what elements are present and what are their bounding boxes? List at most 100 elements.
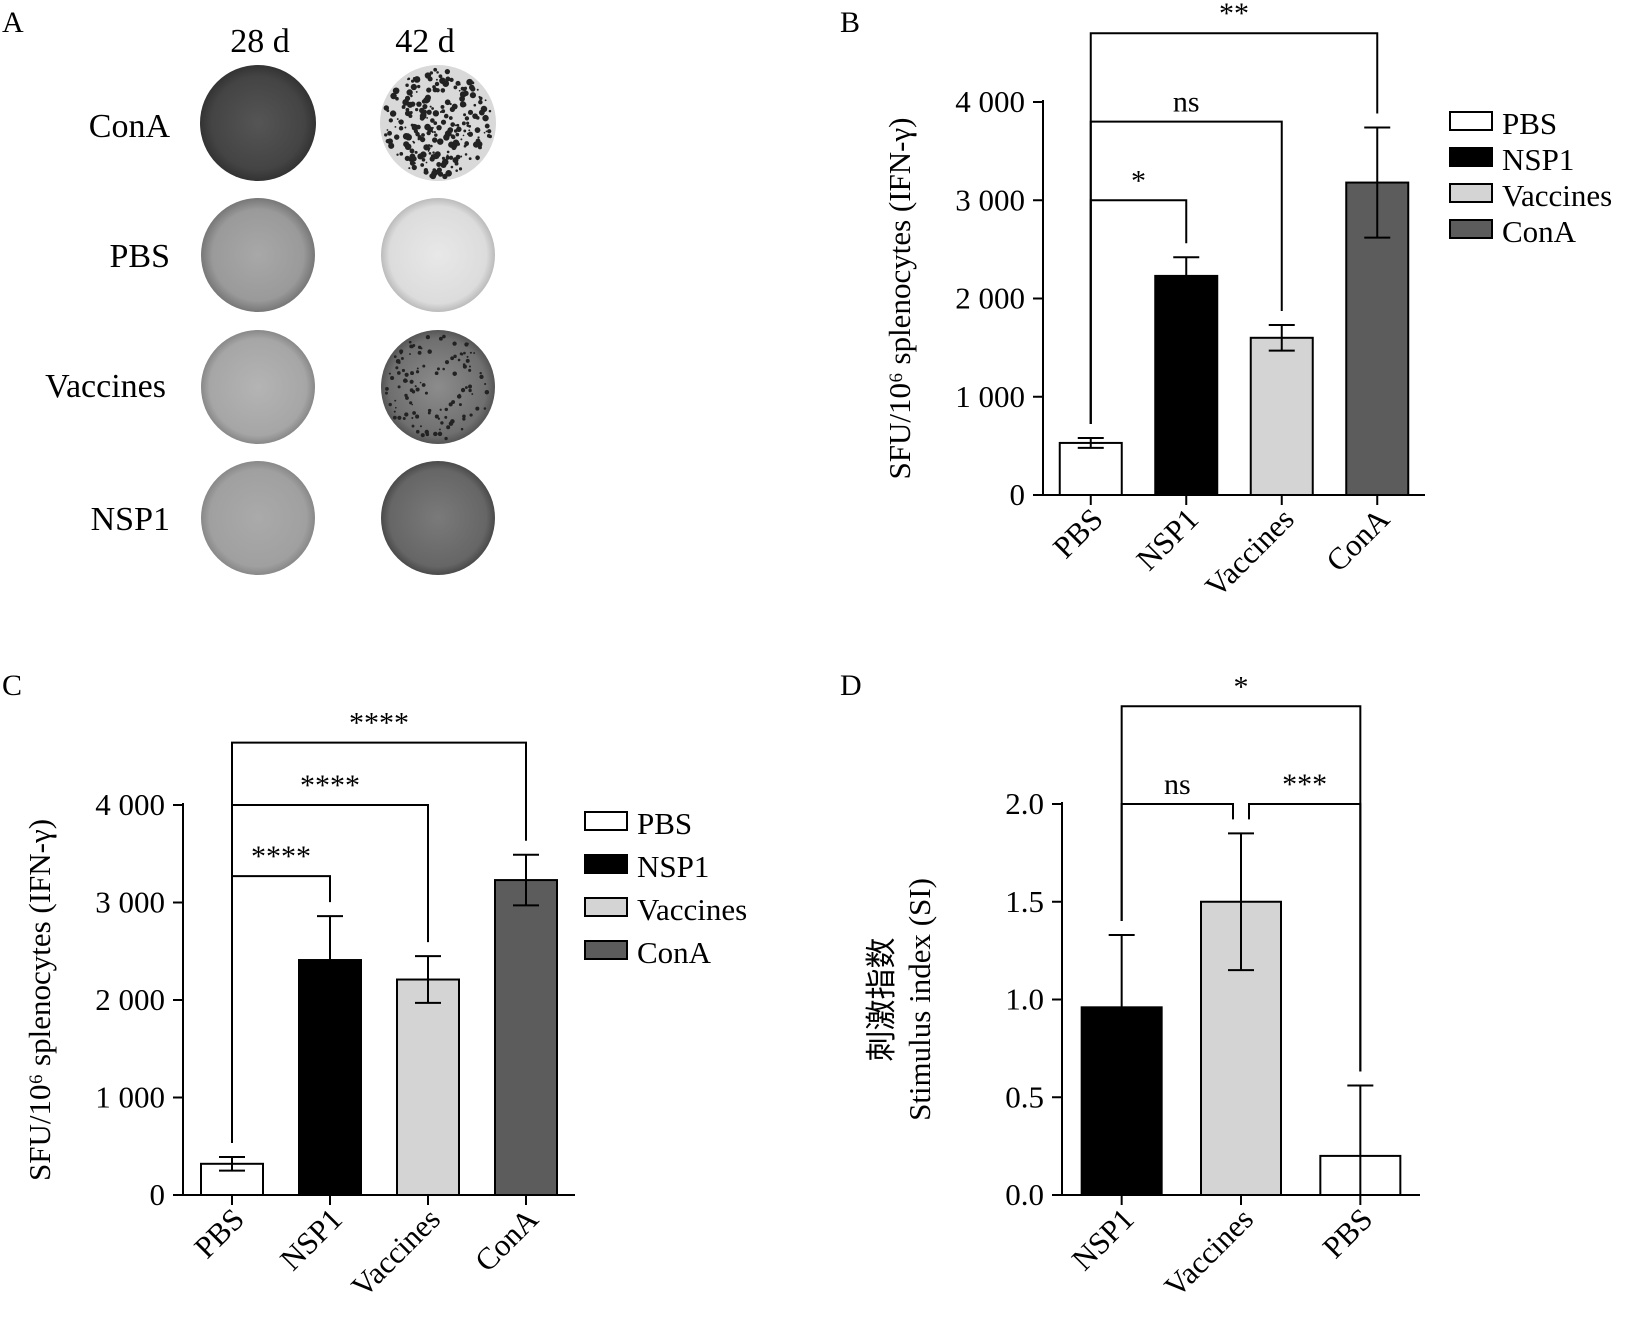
chart-c-significance-label: **** [300, 769, 360, 802]
panel-a: A 28 d 42 d ConA PBS Vaccines NSP1 [2, 6, 496, 575]
spot [463, 113, 467, 117]
spot [462, 363, 466, 366]
spot [465, 358, 470, 363]
spot [466, 355, 469, 358]
spot [387, 130, 392, 136]
spot [448, 141, 455, 148]
spot [468, 124, 472, 128]
spot [432, 137, 438, 143]
spot [396, 153, 399, 156]
spot [446, 101, 450, 105]
spot [460, 155, 463, 158]
chart-d-y-tick-label: 2.0 [1005, 786, 1044, 821]
spot [437, 171, 444, 177]
spot [461, 121, 466, 126]
row-label-pbs: PBS [110, 238, 171, 275]
spot [426, 109, 432, 115]
spot [394, 399, 397, 402]
spot [453, 129, 458, 133]
chart-d-y-axis-label: 刺激指数 [864, 938, 899, 1062]
spot [439, 408, 442, 411]
spot [434, 371, 439, 376]
spot [413, 141, 416, 144]
spot [483, 407, 487, 410]
spot [386, 129, 389, 131]
spot [393, 134, 400, 140]
row-label-nsp1: NSP1 [91, 501, 170, 538]
chart-d-y-tick-label: 1.0 [1005, 982, 1044, 1017]
spot [436, 124, 442, 131]
chart-b-y-tick-label: 2 000 [955, 281, 1025, 316]
spot [437, 138, 444, 145]
panel-b-label: B [840, 6, 860, 39]
spot [477, 136, 480, 139]
spot [432, 151, 435, 154]
spot [423, 97, 430, 104]
chart-b-x-tick-label-cona: ConA [1319, 501, 1397, 579]
chart-d-significance-label: *** [1282, 768, 1327, 801]
spot [411, 164, 417, 171]
spot [411, 424, 415, 428]
spot [422, 364, 426, 368]
chart-c-significance-label: **** [251, 840, 311, 873]
spot [425, 161, 428, 164]
spot [468, 84, 475, 91]
chart-c-legend-label-pbs: PBS [637, 806, 692, 841]
spot [435, 88, 440, 93]
spot [479, 371, 482, 375]
chart-b-x-tick-label-nsp1: NSP1 [1129, 501, 1205, 577]
spot [419, 136, 426, 143]
spot [455, 169, 458, 172]
chart-c-y-tick-label: 2 000 [95, 982, 165, 1017]
spot [421, 115, 425, 119]
spot [433, 131, 436, 134]
spot [488, 109, 492, 113]
spot [436, 167, 442, 173]
spot [384, 133, 388, 137]
spot [467, 131, 474, 137]
chart-d-x-tick-label-pbs: PBS [1316, 1201, 1380, 1265]
spot [432, 110, 440, 117]
chart-b-y-tick-label: 4 000 [955, 84, 1025, 119]
spot [394, 125, 397, 128]
spot [411, 403, 414, 406]
spot [411, 389, 416, 394]
spot [463, 351, 466, 355]
spot [402, 417, 406, 420]
spot [417, 137, 421, 141]
chart-b-legend-swatch-vaccines [1449, 183, 1493, 203]
spot [468, 365, 471, 368]
spot [457, 358, 461, 362]
panel-d: D 0.0 0.5 1.0 1.5 2.0 NSP1 Vaccines PBS 刺激指数 Stim… [840, 669, 1420, 1304]
chart-c-x-tick-label-nsp1: NSP1 [273, 1201, 349, 1277]
chart-d-significance-label: * [1234, 670, 1249, 703]
spot [388, 118, 393, 123]
spot [471, 393, 474, 396]
spot [431, 107, 434, 110]
spot [410, 94, 413, 98]
spot [460, 427, 464, 431]
well-pbs-42d [381, 198, 495, 312]
spot [420, 433, 425, 438]
spot [410, 83, 417, 91]
spot [415, 414, 420, 419]
spot [479, 374, 484, 380]
chart-b-bar-pbs [1058, 441, 1123, 496]
spot [401, 105, 406, 109]
panel-c-label: C [2, 669, 22, 702]
column-label-42d: 42 d [395, 23, 455, 60]
spot [485, 130, 488, 133]
chart-c-legend-swatch-cona [584, 940, 628, 960]
spot [392, 415, 397, 420]
spot [440, 88, 446, 93]
spot [469, 413, 473, 417]
spot [404, 412, 409, 417]
chart-d-significance-bracket [1120, 705, 1362, 1072]
spot [396, 118, 399, 121]
spot [388, 142, 395, 149]
spot [440, 119, 447, 125]
spot [409, 353, 411, 356]
spot [444, 130, 452, 137]
